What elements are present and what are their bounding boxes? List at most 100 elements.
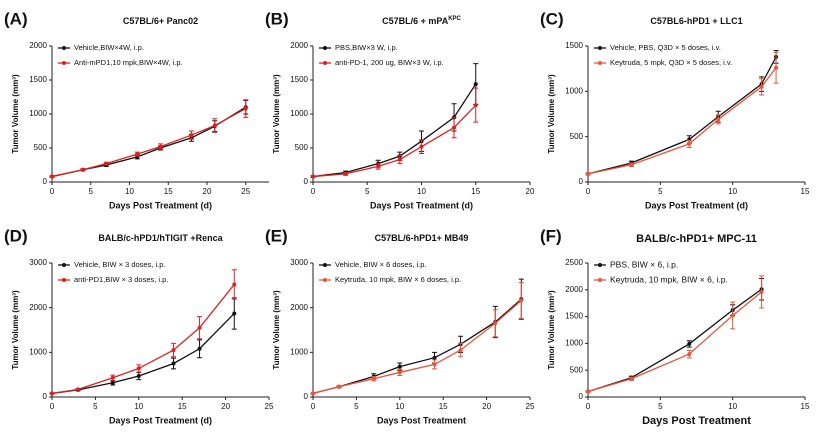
y-axis-title: Tumor Volume (mm³) xyxy=(272,74,281,154)
x-tick-label: 0 xyxy=(586,187,591,196)
series-line xyxy=(51,106,247,178)
x-tick-label: 15 xyxy=(439,402,448,411)
data-point xyxy=(81,167,85,172)
x-tick-label: 0 xyxy=(586,402,591,411)
legend-label: PBS, BIW × 6, i.p. xyxy=(610,259,678,269)
legend-label: Keytruda, 10 mpk, BIW × 6 doses, i.p. xyxy=(335,275,461,284)
legend-label: PBS,BIW×3 W, i.p. xyxy=(335,43,398,52)
chart-title: C57BL6-hPD1 + LLC1 xyxy=(650,16,742,26)
data-point xyxy=(110,375,115,380)
legend-marker xyxy=(323,278,327,282)
x-tick-label: 5 xyxy=(354,402,359,411)
x-tick-label: 15 xyxy=(471,187,480,196)
chart-title: C57BL6-hPD1 + LLC1 xyxy=(650,16,742,26)
y-tick-label: 1000 xyxy=(290,347,308,356)
data-point xyxy=(397,364,402,369)
y-tick-label: 1500 xyxy=(565,41,583,50)
y-axis-title: Tumor Volume (mm³) xyxy=(547,290,556,370)
y-tick-label: 0 xyxy=(43,392,48,401)
data-point xyxy=(586,171,590,176)
x-tick-label: 5 xyxy=(658,402,663,411)
data-point xyxy=(212,123,217,128)
legend-label: Vehicle, BIW × 6 doses, i.p. xyxy=(335,260,427,269)
legend-marker xyxy=(62,278,66,282)
data-point xyxy=(397,370,402,375)
x-tick-label: 15 xyxy=(164,187,173,196)
data-point xyxy=(452,125,457,130)
y-axis-title: Tumor Volume (mm³) xyxy=(11,290,20,370)
data-point xyxy=(432,362,437,367)
legend-label: anti-PD1,BIW × 3 doses, i.p. xyxy=(74,275,168,284)
panel-label: (E) xyxy=(265,226,288,245)
panel-label: (C) xyxy=(540,9,564,28)
x-tick-label: 0 xyxy=(311,187,316,196)
data-point xyxy=(774,65,779,70)
data-point xyxy=(171,361,176,366)
series-line xyxy=(587,288,762,393)
data-point xyxy=(136,366,141,371)
chart-title: C57BL/6-hPD1+ MB49 xyxy=(375,233,469,243)
y-tick-label: 2000 xyxy=(290,41,308,50)
series-line xyxy=(587,291,763,393)
data-point xyxy=(629,376,634,381)
x-tick-label: 25 xyxy=(526,402,535,411)
series-line xyxy=(587,67,777,175)
series-line xyxy=(51,107,247,178)
legend-label: Keytruda, 10 mpk, BIW × 6, i.p. xyxy=(610,274,728,284)
y-tick-label: 500 xyxy=(570,365,584,374)
y-tick-label: 3000 xyxy=(290,258,308,267)
data-point xyxy=(432,355,437,360)
legend-marker xyxy=(598,61,602,65)
y-tick-label: 2000 xyxy=(565,285,583,294)
x-tick-label: 5 xyxy=(365,187,370,196)
legend-marker xyxy=(62,46,66,50)
chart-title: C57BL/6+ Panc02 xyxy=(123,16,198,26)
y-tick-label: 0 xyxy=(304,392,309,401)
chart-title-sup: KPC xyxy=(448,16,461,22)
x-tick-label: 10 xyxy=(125,187,134,196)
x-axis-title: Days Post Treatment xyxy=(377,415,466,425)
y-tick-label: 3000 xyxy=(29,258,47,267)
legend-label: Keytruda, 5 mpk, Q3D × 5 doses, i.v. xyxy=(610,58,732,67)
y-tick-label: 1000 xyxy=(29,109,47,118)
series-line xyxy=(51,313,235,395)
x-tick-label: 5 xyxy=(93,402,98,411)
data-point xyxy=(629,162,634,167)
x-tick-label: 0 xyxy=(311,402,316,411)
y-tick-label: 0 xyxy=(579,177,584,186)
y-tick-label: 2000 xyxy=(29,41,47,50)
x-tick-label: 10 xyxy=(728,402,737,411)
data-point xyxy=(687,341,692,346)
x-axis-title: Days Post Treatment (d) xyxy=(645,200,748,210)
x-tick-label: 0 xyxy=(50,187,55,196)
legend-marker xyxy=(598,263,602,267)
x-tick-label: 20 xyxy=(203,187,212,196)
y-tick-label: 500 xyxy=(570,132,584,141)
x-tick-label: 15 xyxy=(801,402,810,411)
data-point xyxy=(397,157,402,162)
data-point xyxy=(458,348,463,353)
data-point xyxy=(232,311,237,316)
series-line xyxy=(312,298,522,395)
data-point xyxy=(76,387,81,392)
data-point xyxy=(759,289,764,294)
chart-title: BALB/c-hPD1/hTIGIT +Renca xyxy=(98,233,223,243)
y-tick-label: 500 xyxy=(34,143,48,152)
x-tick-label: 10 xyxy=(417,187,426,196)
x-tick-label: 10 xyxy=(728,187,737,196)
data-point xyxy=(759,84,764,89)
x-tick-label: 15 xyxy=(178,402,187,411)
chart-title: C57BL/6-hPD1+ MB49 xyxy=(375,233,469,243)
y-tick-label: 0 xyxy=(43,177,48,186)
x-tick-label: 5 xyxy=(658,187,663,196)
y-tick-label: 1500 xyxy=(565,312,583,321)
series-line xyxy=(312,83,477,178)
x-axis-title: Days Post Treatment xyxy=(642,415,751,427)
data-point xyxy=(158,144,163,149)
y-tick-label: 1000 xyxy=(290,109,308,118)
legend-label: Anti-mPD1,10 mpk,BIW×4W, i.p. xyxy=(74,58,183,67)
legend-marker xyxy=(323,46,327,50)
x-tick-label: 20 xyxy=(221,402,230,411)
y-tick-label: 2000 xyxy=(290,303,308,312)
data-point xyxy=(104,161,109,166)
